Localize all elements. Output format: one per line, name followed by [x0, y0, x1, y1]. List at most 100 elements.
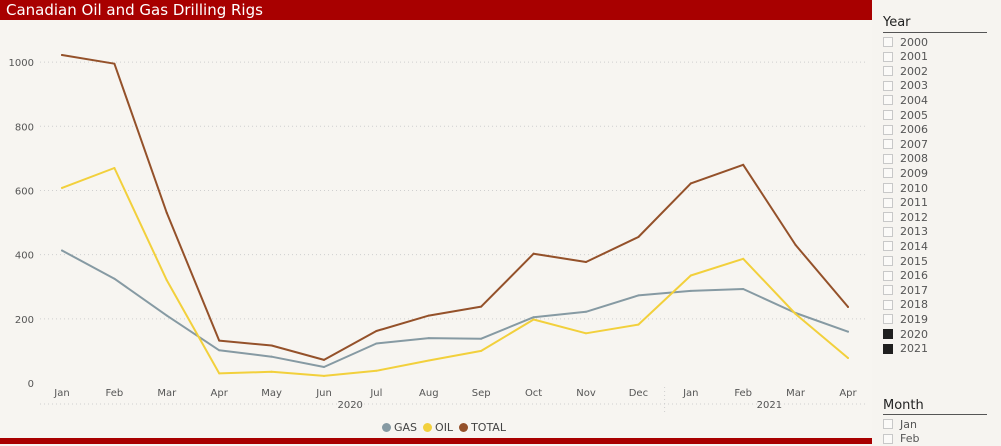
legend-label-total: TOTAL [471, 421, 506, 434]
year-option-2019[interactable]: 2019 [883, 312, 993, 326]
year-option-label: 2011 [900, 196, 928, 210]
year-option-label: 2005 [900, 108, 928, 122]
year-option-2014[interactable]: 2014 [883, 239, 993, 253]
data-point-oil [113, 166, 116, 169]
data-point-gas [742, 287, 745, 290]
checkbox[interactable] [883, 314, 893, 325]
year-group-label: 2021 [757, 400, 782, 411]
x-tick-label: Jan [682, 388, 698, 399]
year-option-2003[interactable]: 2003 [883, 79, 993, 93]
legend-item-oil[interactable]: OIL [423, 421, 453, 434]
x-tick-label: Jan [53, 388, 69, 399]
year-option-2010[interactable]: 2010 [883, 181, 993, 195]
data-point-gas [637, 294, 640, 297]
checkbox[interactable] [883, 329, 893, 339]
checkbox[interactable] [883, 226, 893, 237]
year-option-label: 2002 [900, 64, 928, 78]
legend-item-gas[interactable]: GAS [382, 421, 417, 434]
year-option-2012[interactable]: 2012 [883, 210, 993, 224]
checkbox[interactable] [883, 95, 893, 106]
chart-title: Canadian Oil and Gas Drilling Rigs [0, 0, 872, 20]
month-option-label: Feb [900, 432, 920, 446]
year-option-2015[interactable]: 2015 [883, 254, 993, 268]
year-option-2007[interactable]: 2007 [883, 137, 993, 151]
data-point-oil [61, 186, 63, 189]
year-option-2000[interactable]: 2000 [883, 35, 993, 49]
checkbox[interactable] [883, 343, 893, 354]
year-option-label: 2010 [900, 181, 928, 195]
year-option-2009[interactable]: 2009 [883, 166, 993, 180]
year-option-label: 2013 [900, 225, 928, 239]
series-line-gas [61, 249, 849, 368]
month-slicer-divider [883, 414, 987, 415]
year-option-label: 2009 [900, 166, 928, 180]
x-tick-label: Aug [419, 388, 439, 399]
x-tick-label: Oct [525, 388, 542, 399]
year-option-2013[interactable]: 2013 [883, 225, 993, 239]
data-point-total [323, 358, 325, 361]
year-option-2004[interactable]: 2004 [883, 93, 993, 107]
year-option-2020[interactable]: 2020 [883, 327, 993, 341]
year-option-2021[interactable]: 2021 [883, 342, 993, 356]
data-point-total [218, 339, 221, 342]
checkbox[interactable] [883, 285, 893, 296]
x-tick-label: Feb [734, 388, 752, 399]
checkbox[interactable] [883, 66, 893, 77]
data-point-gas [689, 289, 692, 292]
checkbox[interactable] [883, 197, 893, 208]
legend-marker-gas [382, 423, 391, 432]
data-point-oil [165, 279, 168, 282]
month-option-feb[interactable]: Feb [883, 432, 993, 446]
year-option-2016[interactable]: 2016 [883, 269, 993, 283]
data-point-gas [375, 342, 378, 345]
checkbox[interactable] [883, 37, 893, 47]
year-option-label: 2006 [900, 123, 928, 137]
data-point-total [585, 261, 587, 264]
checkbox[interactable] [883, 433, 893, 444]
data-point-gas [270, 355, 273, 358]
year-option-2017[interactable]: 2017 [883, 283, 993, 297]
year-option-2001[interactable]: 2001 [883, 50, 993, 64]
year-option-2005[interactable]: 2005 [883, 108, 993, 122]
year-option-2002[interactable]: 2002 [883, 64, 993, 78]
data-point-total [165, 211, 168, 214]
data-point-total [270, 344, 273, 347]
legend-item-total[interactable]: TOTAL [459, 421, 506, 434]
x-tick-label: Apr [839, 388, 857, 399]
data-point-gas [532, 316, 535, 319]
year-option-2018[interactable]: 2018 [883, 298, 993, 312]
y-tick-label: 400 [15, 251, 34, 262]
y-tick-label: 600 [15, 186, 34, 197]
checkbox[interactable] [883, 212, 893, 223]
data-point-total [794, 244, 797, 247]
checkbox[interactable] [883, 168, 893, 179]
checkbox[interactable] [883, 299, 893, 310]
checkbox[interactable] [883, 153, 893, 164]
checkbox[interactable] [883, 139, 893, 150]
checkbox[interactable] [883, 80, 893, 91]
year-option-2006[interactable]: 2006 [883, 123, 993, 137]
checkbox[interactable] [883, 51, 893, 62]
checkbox[interactable] [883, 270, 893, 281]
checkbox[interactable] [883, 110, 893, 120]
checkbox[interactable] [883, 256, 893, 266]
year-option-label: 2018 [900, 298, 928, 312]
month-option-label: Jan [900, 417, 917, 431]
checkbox[interactable] [883, 183, 893, 193]
year-option-label: 2019 [900, 312, 928, 326]
data-point-oil [427, 359, 430, 362]
year-option-2011[interactable]: 2011 [883, 196, 993, 210]
legend-marker-total [459, 423, 469, 432]
year-option-label: 2001 [900, 50, 928, 64]
month-option-jan[interactable]: Jan [883, 417, 993, 431]
year-option-2008[interactable]: 2008 [883, 152, 993, 166]
checkbox[interactable] [883, 419, 893, 429]
checkbox[interactable] [883, 241, 893, 252]
data-point-oil [480, 349, 483, 352]
checkbox[interactable] [883, 124, 893, 135]
data-point-oil [742, 257, 745, 260]
data-point-oil [794, 313, 797, 316]
data-point-gas [113, 277, 116, 280]
y-tick-label: 1000 [9, 58, 34, 69]
data-point-oil [847, 356, 849, 359]
